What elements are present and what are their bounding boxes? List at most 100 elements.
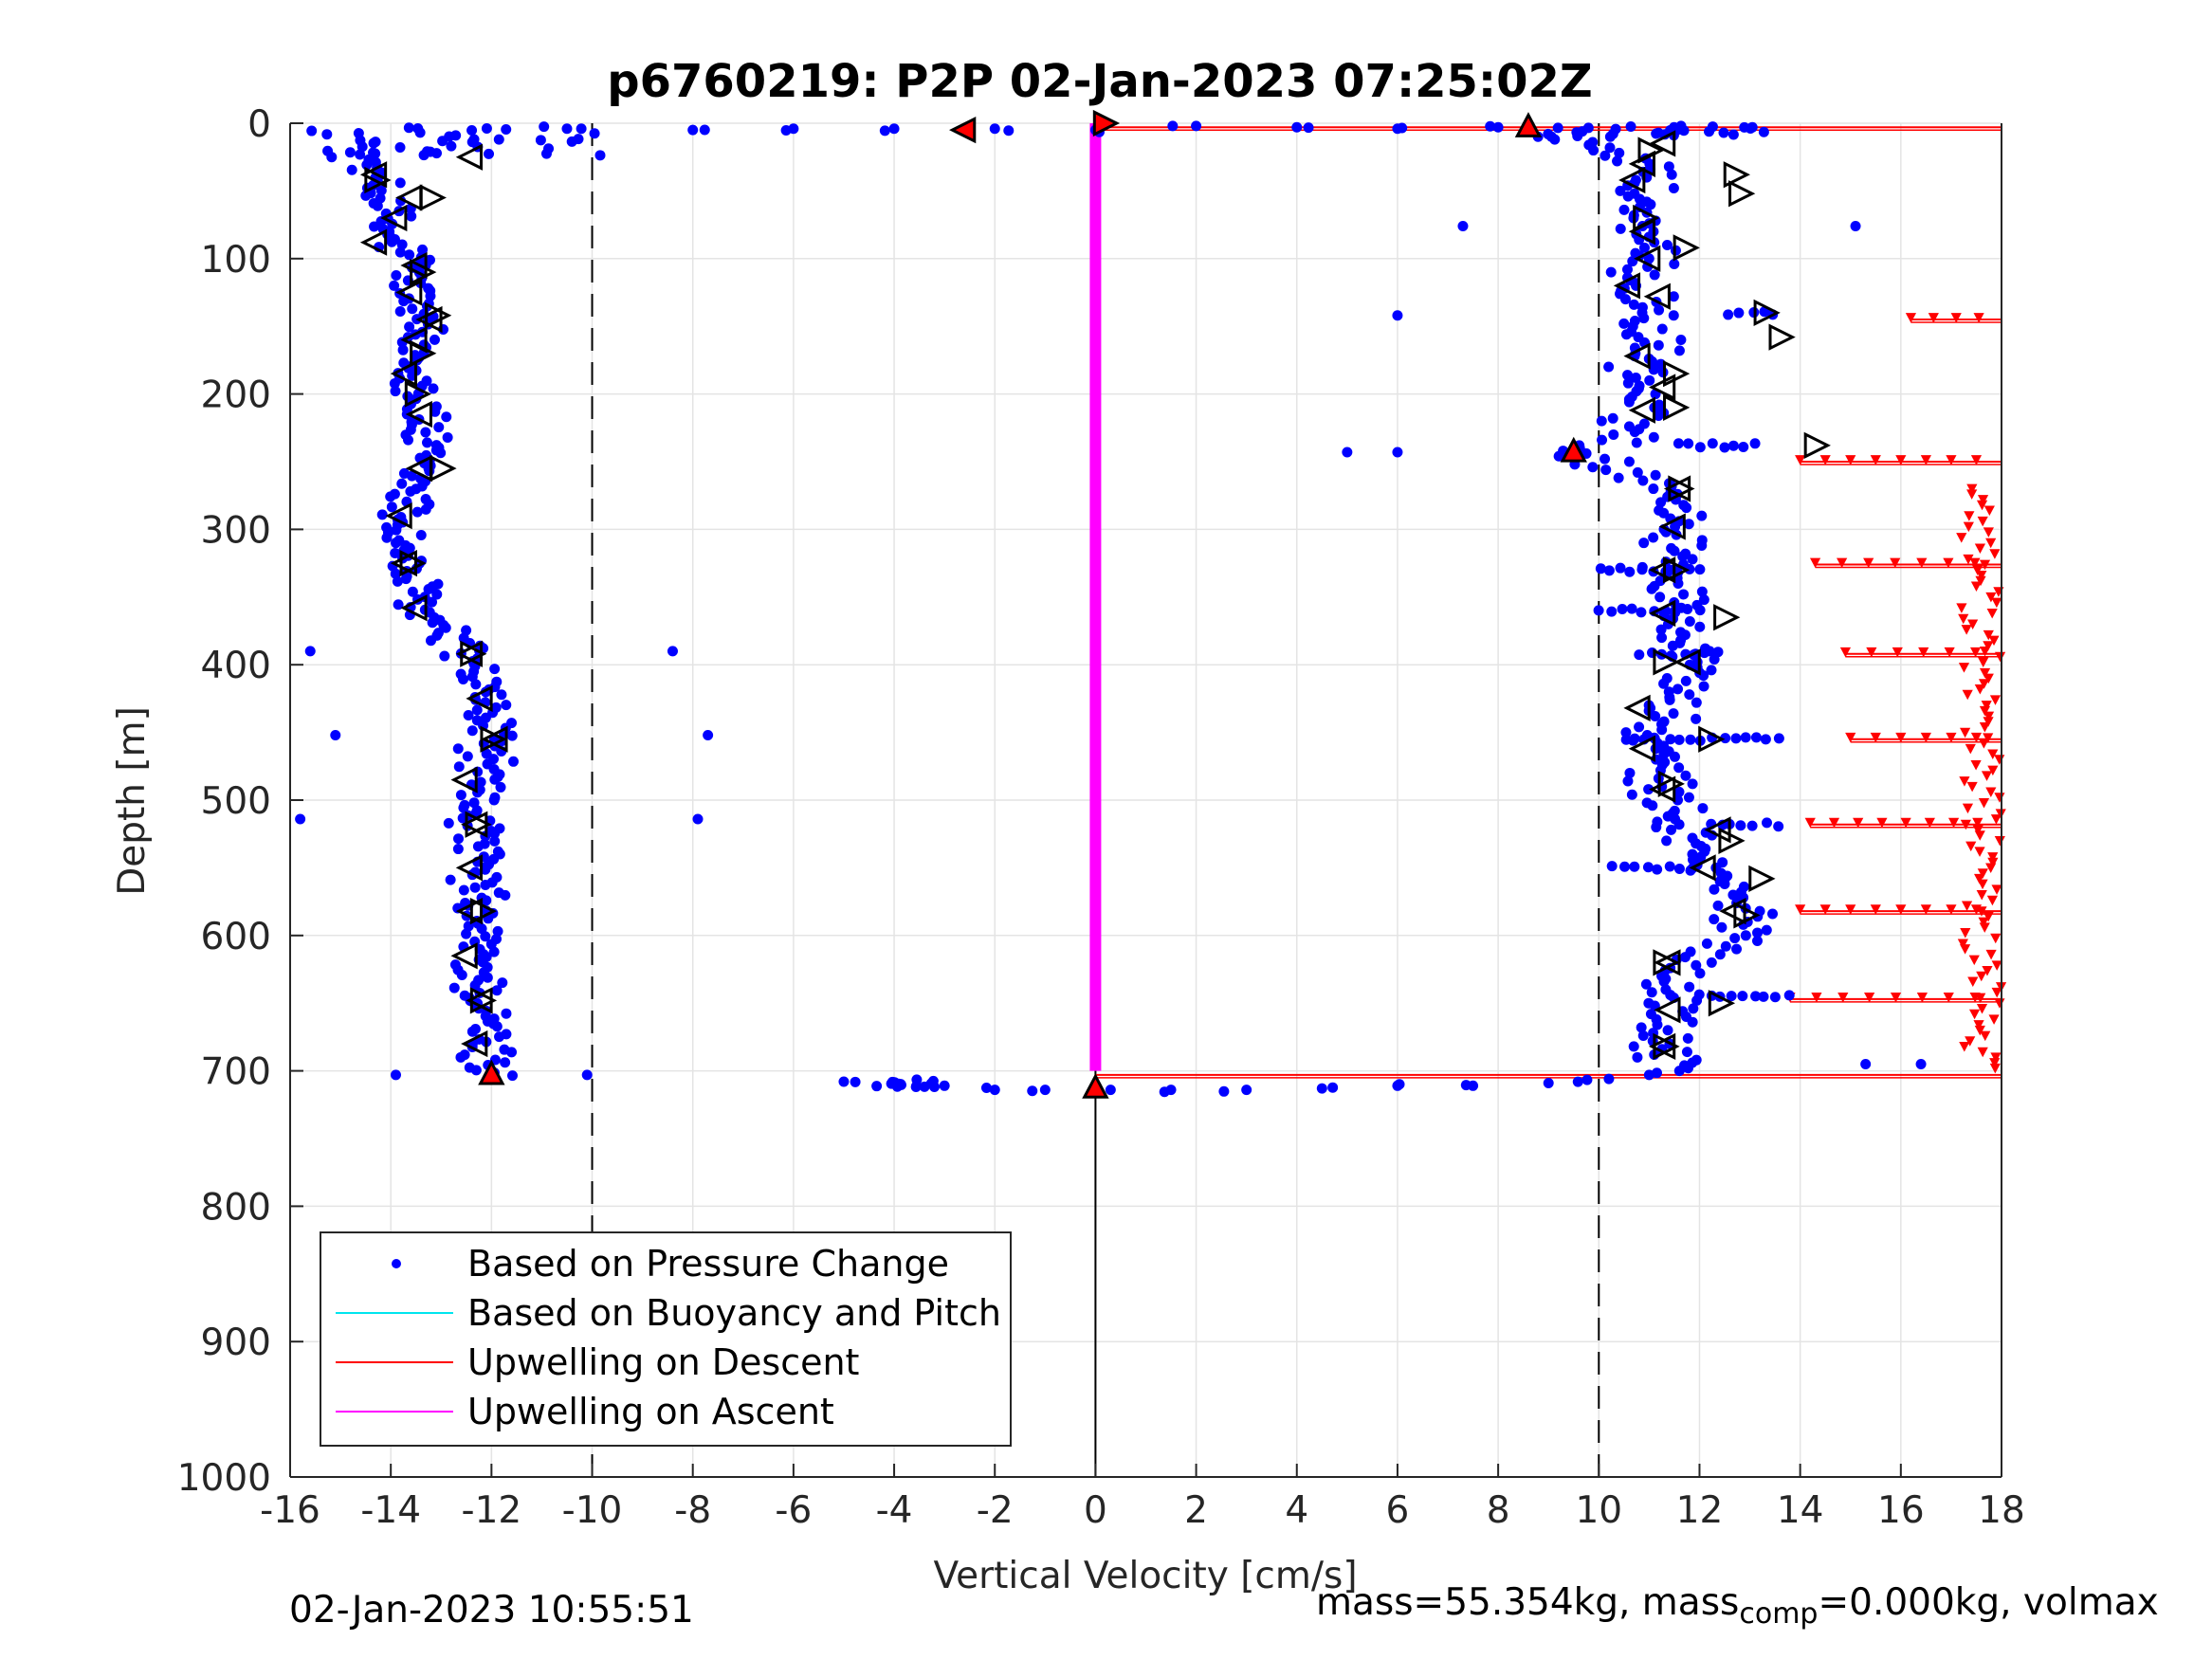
pressure-change-point [692,813,704,825]
pressure-change-point [1695,851,1707,863]
direction-left-marker [450,942,478,970]
pressure-change-point [1628,299,1639,310]
pressure-change-point [1698,594,1709,606]
pressure-change-point [1620,734,1632,745]
pressure-change-point [1620,329,1632,340]
y-tick-label: 100 [201,239,271,282]
pressure-change-point [495,781,506,793]
x-tick-label: 4 [1285,1489,1308,1532]
pressure-change-point [398,296,410,307]
pressure-change-point [1694,621,1706,632]
pressure-change-point [1704,126,1715,137]
pressure-change-point [1691,697,1702,708]
pressure-change-point [1644,374,1655,386]
pressure-change-point [1684,689,1695,701]
pressure-change-point [1607,412,1618,424]
upwelling-descent-marker [1972,825,1983,836]
pressure-change-point [1651,128,1662,139]
upwelling-descent-marker [1968,955,1980,966]
upwelling-descent-marker [1970,759,1982,771]
upwelling-descent-marker [1795,904,1806,915]
pressure-change-point [543,143,555,155]
pressure-change-point [1673,762,1685,774]
upwelling-descent-marker [1918,647,1929,658]
direction-right-marker [1768,323,1796,351]
pressure-change-point [1654,304,1665,316]
x-tick-label: 2 [1184,1489,1208,1532]
pressure-change-point [458,673,469,684]
pressure-change-point [427,617,438,629]
pressure-change-point [441,411,452,423]
pressure-change-point [1761,924,1772,936]
pressure-change-point [1684,981,1695,993]
pressure-change-point [386,236,397,247]
x-tick-label: -12 [462,1489,522,1532]
pressure-change-point [780,125,792,137]
upwelling-descent-marker [1979,667,1991,679]
upwelling-descent-marker [1962,803,1974,814]
pressure-change-point [980,1083,992,1094]
pressure-change-point [405,485,416,497]
legend-label: Based on Buoyancy and Pitch [467,1292,1001,1334]
pressure-change-point [1637,475,1649,486]
pressure-change-point [1638,242,1650,253]
pressure-change-point [1397,122,1408,134]
x-tick-label: 6 [1386,1489,1410,1532]
pressure-change-point [699,124,710,136]
upwelling-descent-marker [1974,684,1985,695]
pressure-change-point [1698,670,1709,682]
pressure-change-point [397,344,409,356]
pressure-change-point [1668,310,1679,321]
pressure-change-point [497,977,508,989]
pressure-change-point [1687,1016,1698,1028]
pressure-change-point [1652,864,1663,875]
upwelling-descent-marker [1991,987,2002,998]
pressure-change-point [404,249,415,261]
event-marker [1082,1072,1109,1099]
pressure-change-point [376,509,388,520]
pressure-change-point [466,1026,478,1037]
upwelling-descent-marker [1837,993,1849,1003]
pressure-change-point [1718,127,1729,138]
pressure-change-point [1492,121,1504,133]
pressure-change-point [390,386,401,397]
upwelling-descent-marker [1970,732,1983,743]
pressure-change-point [1617,604,1628,615]
upwelling-descent-marker [1811,993,1822,1003]
pressure-change-point [1191,120,1202,132]
pressure-change-point [1691,959,1702,971]
pressure-change-point [687,124,699,136]
pressure-change-point [1678,589,1690,600]
pressure-change-point [1683,792,1694,803]
pressure-change-point [439,650,450,662]
upwelling-descent-marker [1976,571,1987,581]
upwelling-descent-marker [1983,673,1994,684]
upwelling-descent-marker [1987,857,1999,868]
pressure-change-point [1658,975,1670,987]
pressure-change-point [1726,991,1737,1002]
pressure-change-point [1746,820,1758,831]
upwelling-descent-marker [1981,701,1992,711]
pressure-change-point [1682,1063,1693,1074]
upwelling-descent-marker [1987,765,1999,776]
upwelling-descent-marker [1895,904,1907,915]
pressure-change-point [344,147,356,158]
pressure-change-point [1749,438,1761,449]
pressure-change-point [1619,861,1631,872]
pressure-change-point [1626,603,1637,614]
pressure-change-point [911,1074,923,1085]
upwelling-descent-marker [1966,781,1978,793]
pressure-change-point [501,124,512,136]
pressure-change-point [431,589,443,600]
pressure-change-point [1667,640,1678,651]
pressure-change-point [1636,1022,1647,1033]
upwelling-descent-marker [1970,581,1983,592]
pressure-change-point [391,270,402,282]
upwelling-descent-marker [1978,738,1989,749]
pressure-change-point [394,177,406,189]
pressure-change-point [1167,120,1179,132]
upwelling-descent-marker [1979,647,1991,657]
pressure-change-point [1709,884,1720,895]
upwelling-descent-marker [1946,455,1957,465]
